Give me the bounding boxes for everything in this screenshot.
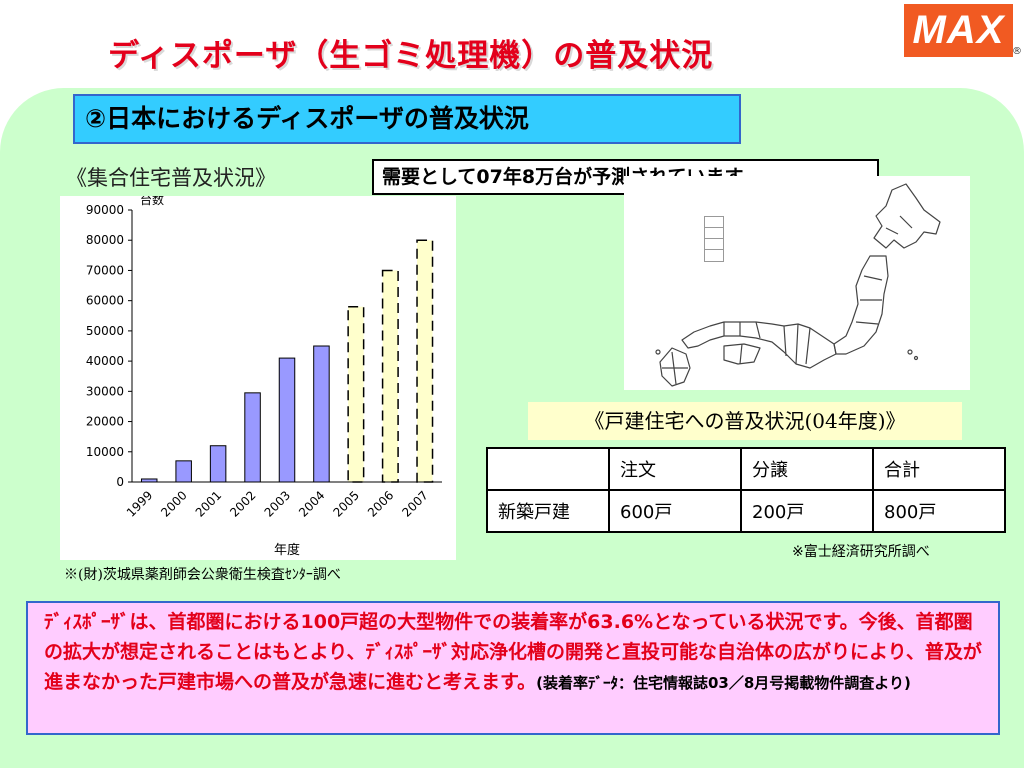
bar-2005 [347, 305, 365, 483]
y-tick-label: 10000 [86, 445, 124, 459]
x-tick-label: 2001 [193, 488, 224, 519]
y-tick-label: 40000 [86, 354, 124, 368]
x-tick-label: 1999 [124, 488, 155, 519]
detached-house-section-label: 《戸建住宅への普及状況(04年度)》 [528, 402, 962, 440]
x-tick-label: 2000 [158, 488, 189, 519]
legend-swatch-1 [705, 217, 723, 228]
legend-swatch-2 [705, 228, 723, 239]
table-cell: 200戸 [740, 489, 874, 533]
chart-source-note: ※(財)茨城県薬剤師会公衆衛生検査ｾﾝﾀｰ調べ [64, 567, 341, 583]
y-axis-label: 台数 [140, 196, 164, 207]
summary-source-note: (装着率ﾃﾞｰﾀ：住宅情報誌03／8月号掲載物件調査より) [536, 674, 911, 692]
y-tick-label: 60000 [86, 294, 124, 308]
chart-section-label: 《集合住宅普及状況》 [66, 166, 276, 190]
bar-2007 [416, 239, 434, 483]
japan-map [624, 176, 970, 390]
bar-2006 [381, 269, 399, 483]
y-tick-label: 70000 [86, 263, 124, 277]
bar-chart-container: 台数 0 10000 20000 30000 40000 50000 60000 70000 80… [60, 196, 456, 560]
y-tick-label: 90000 [86, 203, 124, 217]
table-header-row: 注文 分譲 合計 [486, 447, 1006, 491]
table-header-cell [486, 447, 610, 491]
detached-house-table: 注文 分譲 合計 新築戸建 600戸 200戸 800戸 [486, 447, 1006, 533]
table-cell: 600戸 [608, 489, 742, 533]
y-tick-label: 0 [116, 475, 124, 489]
x-tick-label: 2006 [365, 488, 396, 519]
map-legend-swatch [704, 216, 724, 262]
section-subtitle: ②日本におけるディスポーザの普及状況 [73, 94, 741, 144]
max-logo: MAX [904, 4, 1013, 57]
bar-2002 [244, 392, 261, 483]
y-tick-label: 50000 [86, 324, 124, 338]
bar-2003 [278, 357, 296, 483]
table-header-cell: 合計 [872, 447, 1006, 491]
registered-mark: ® [1012, 46, 1022, 57]
bar-2004 [313, 345, 330, 483]
japan-map-icon [655, 183, 941, 387]
summary-box: ﾃﾞｨｽﾎﾟｰｻﾞは、首都圏における100戸超の大型物件での装着率が63.6%と… [26, 601, 1000, 735]
x-axis-label: 年度 [274, 542, 300, 558]
x-tick-label: 2004 [296, 488, 327, 519]
table-row: 新築戸建 600戸 200戸 800戸 [486, 489, 1006, 533]
table-cell: 新築戸建 [486, 489, 610, 533]
table-header-cell: 分譲 [740, 447, 874, 491]
page-title: ディスポーザ（生ゴミ処理機）の普及状況 [108, 38, 714, 74]
adoption-bar-chart: 台数 0 10000 20000 30000 40000 50000 60000 70000 80… [86, 196, 442, 558]
y-tick-label: 20000 [86, 415, 124, 429]
table-cell: 800戸 [872, 489, 1006, 533]
x-tick-label: 2002 [227, 488, 258, 519]
bar-2001 [209, 445, 227, 483]
x-tick-label: 2003 [262, 488, 293, 519]
y-tick-label: 80000 [86, 233, 124, 247]
legend-swatch-3 [705, 239, 723, 250]
bar-2000 [175, 460, 192, 483]
x-tick-label: 2005 [331, 488, 362, 519]
table-header-cell: 注文 [608, 447, 742, 491]
summary-text: ﾃﾞｨｽﾎﾟｰｻﾞは、首都圏における100戸超の大型物件での装着率が63.6%と… [44, 611, 982, 693]
y-tick-label: 30000 [86, 384, 124, 398]
x-tick-label: 2007 [399, 488, 430, 519]
table-source-note: ※富士経済研究所調べ [792, 544, 930, 560]
